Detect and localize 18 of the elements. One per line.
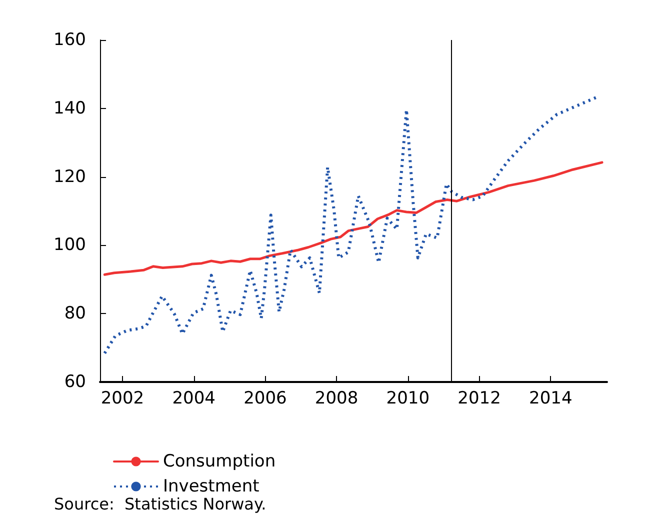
line-series (103, 96, 599, 355)
x-tick-label: 2006 (244, 388, 287, 408)
source-note: Source: Statistics Norway. (54, 494, 266, 514)
x-tick-label: 2008 (314, 388, 358, 408)
y-tick-label: 60 (64, 372, 86, 392)
y-tick-label: 160 (54, 30, 86, 50)
y-tick-label: 80 (64, 304, 86, 324)
y-tick-label: 140 (54, 98, 86, 118)
line-series (103, 161, 604, 276)
x-tick-label: 2004 (172, 388, 216, 408)
legend-label: Consumption (163, 452, 276, 472)
legend-label: Investment (163, 476, 260, 496)
x-tick-label: 2010 (386, 388, 430, 408)
y-tick-label: 120 (54, 166, 86, 187)
y-tick-label: 100 (54, 235, 86, 256)
x-tick-label: 2014 (528, 388, 572, 408)
x-tick-label: 2012 (458, 388, 501, 408)
x-tick-label: 2002 (100, 388, 144, 408)
